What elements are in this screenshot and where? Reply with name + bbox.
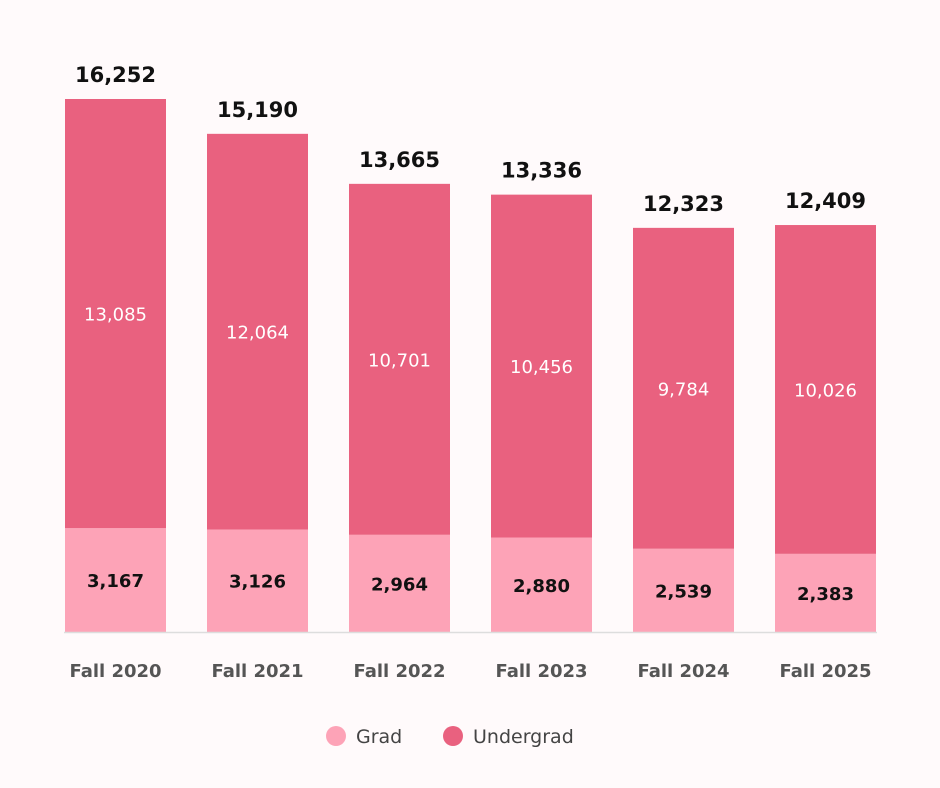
data-label-grad: 2,964	[371, 574, 428, 595]
data-label-undergrad: 10,026	[794, 380, 857, 401]
data-label-grad: 3,126	[229, 572, 286, 593]
bar-grad	[491, 537, 592, 632]
data-label-total: 13,336	[501, 159, 582, 183]
bar-grad	[633, 548, 734, 632]
data-label-undergrad: 13,085	[84, 305, 147, 326]
bar-grad	[349, 534, 450, 632]
data-label-grad: 2,539	[655, 581, 712, 602]
data-label-total: 12,409	[785, 189, 866, 213]
x-tick-label: Fall 2022	[353, 661, 445, 682]
bar-undergrad	[349, 183, 450, 535]
data-label-undergrad: 9,784	[658, 379, 710, 400]
x-tick-label: Fall 2025	[779, 661, 871, 682]
data-label-total: 13,665	[359, 148, 440, 172]
legend: Grad Undergrad	[326, 726, 574, 748]
bar-grad	[65, 528, 166, 632]
data-label-total: 12,323	[643, 192, 724, 216]
legend-label-undergrad: Undergrad	[473, 726, 574, 748]
data-label-grad: 2,880	[513, 576, 570, 597]
data-label-grad: 3,167	[87, 571, 144, 592]
bar-undergrad	[65, 99, 166, 529]
bar-undergrad	[775, 225, 876, 554]
x-tick-label: Fall 2021	[211, 661, 303, 682]
data-label-grad: 2,383	[797, 584, 854, 605]
bar-undergrad	[207, 133, 308, 530]
data-label-total: 16,252	[75, 63, 156, 87]
x-tick-label: Fall 2024	[637, 661, 729, 682]
data-label-undergrad: 10,701	[368, 350, 431, 371]
data-label-undergrad: 12,064	[226, 323, 289, 344]
bar-undergrad	[491, 194, 592, 538]
legend-swatch-undergrad	[443, 726, 463, 746]
data-label-total: 15,190	[217, 98, 298, 122]
data-label-undergrad: 10,456	[510, 357, 573, 378]
bar-undergrad	[633, 227, 734, 549]
x-tick-label: Fall 2020	[69, 661, 161, 682]
legend-label-grad: Grad	[356, 726, 402, 748]
legend-swatch-grad	[326, 726, 346, 746]
bar-grad	[207, 529, 308, 632]
bars-group: 3,167 13,085 16,252 Fall 2020 3,126 12,064 15,…	[65, 63, 876, 682]
x-tick-label: Fall 2023	[495, 661, 587, 682]
bar-grad	[775, 553, 876, 632]
